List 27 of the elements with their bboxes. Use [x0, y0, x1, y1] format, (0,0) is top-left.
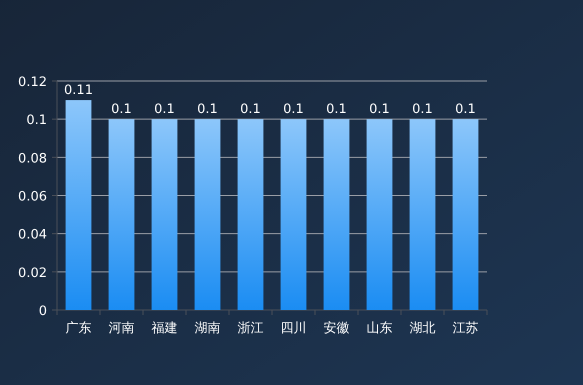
- y-tick-label: 0.1: [26, 113, 47, 128]
- data-label: 0.1: [111, 102, 132, 118]
- y-tick-label: 0.08: [18, 151, 47, 166]
- data-label: 0.1: [283, 102, 304, 118]
- data-label: 0.1: [369, 102, 390, 118]
- y-tick-label: 0: [38, 304, 47, 319]
- data-label: 0.1: [154, 102, 175, 118]
- data-label: 0.11: [64, 83, 93, 98]
- x-tick-label: 湖南: [194, 321, 220, 336]
- x-tick-label: 山东: [366, 321, 392, 336]
- y-tick-label: 0.04: [18, 228, 47, 243]
- x-tick-label: 福建: [152, 321, 178, 336]
- y-tick-label: 0.12: [18, 75, 47, 90]
- x-tick-label: 湖北: [410, 321, 436, 336]
- y-tick-label: 0.02: [18, 266, 47, 281]
- data-label: 0.1: [240, 102, 261, 118]
- x-tick-label: 浙江: [238, 321, 264, 336]
- data-label: 0.1: [197, 102, 218, 118]
- y-tick-label: 0.06: [18, 190, 47, 204]
- data-label: 0.1: [326, 102, 347, 118]
- x-tick-label: 江苏: [452, 321, 478, 336]
- x-tick-label: 四川: [280, 321, 306, 336]
- x-tick-label: 广东: [66, 321, 92, 336]
- x-tick-label: 河南: [108, 321, 134, 336]
- data-label: 0.1: [412, 102, 433, 118]
- data-label: 0.1: [455, 102, 476, 118]
- x-tick-label: 安徽: [324, 320, 350, 336]
